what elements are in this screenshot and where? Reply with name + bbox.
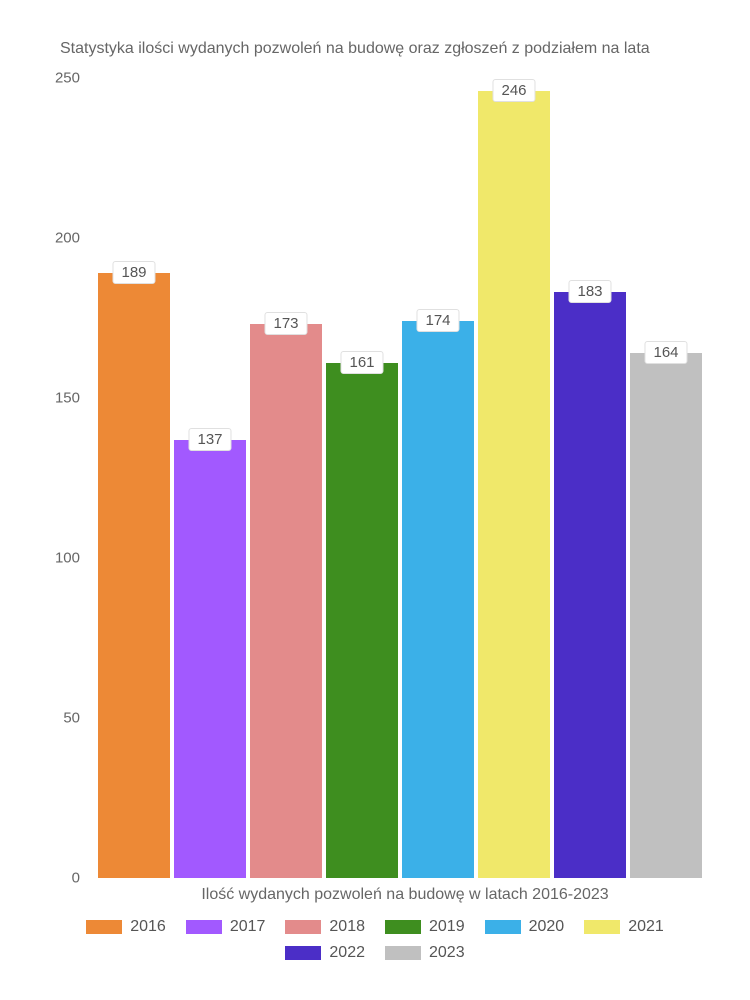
bar-slot: 183: [554, 78, 626, 878]
legend-item: 2017: [186, 918, 266, 936]
legend-item: 2018: [285, 918, 365, 936]
legend-label: 2019: [429, 918, 465, 936]
bars-container: 189137173161174246183164: [90, 78, 710, 878]
bar: 161: [326, 363, 398, 878]
legend-label: 2018: [329, 918, 365, 936]
bar-value-label: 161: [340, 351, 383, 374]
legend-swatch: [285, 920, 321, 934]
bar-slot: 161: [326, 78, 398, 878]
legend-item: 2021: [584, 918, 664, 936]
bar-slot: 189: [98, 78, 170, 878]
y-tick: 0: [40, 870, 80, 887]
legend-item: 2020: [485, 918, 565, 936]
legend-swatch: [584, 920, 620, 934]
bar: 164: [630, 353, 702, 878]
bar: 189: [98, 273, 170, 878]
bar: 246: [478, 91, 550, 878]
legend-swatch: [86, 920, 122, 934]
bar-value-label: 137: [188, 428, 231, 451]
legend-item: 2016: [86, 918, 166, 936]
legend-label: 2017: [230, 918, 266, 936]
legend-swatch: [485, 920, 521, 934]
legend-item: 2019: [385, 918, 465, 936]
bar-slot: 246: [478, 78, 550, 878]
legend-label: 2022: [329, 944, 365, 962]
legend-item: 2022: [285, 944, 365, 962]
legend-swatch: [385, 946, 421, 960]
chart-title: Statystyka ilości wydanych pozwoleń na b…: [60, 40, 730, 58]
bar-value-label: 189: [112, 261, 155, 284]
legend-item: 2023: [385, 944, 465, 962]
legend-label: 2016: [130, 918, 166, 936]
chart-plot-area: 050100150200250 189137173161174246183164: [90, 78, 710, 878]
y-tick: 50: [40, 710, 80, 727]
legend: 2016 2017 2018 2019 2020 2021 2022 2023: [20, 918, 730, 962]
bar-slot: 173: [250, 78, 322, 878]
y-tick: 200: [40, 230, 80, 247]
x-axis-label: Ilość wydanych pozwoleń na budowę w lata…: [80, 886, 730, 904]
bar-slot: 164: [630, 78, 702, 878]
bar: 173: [250, 324, 322, 878]
y-tick: 150: [40, 390, 80, 407]
bar-slot: 137: [174, 78, 246, 878]
legend-label: 2021: [628, 918, 664, 936]
bar: 137: [174, 440, 246, 878]
y-axis: 050100150200250: [40, 78, 80, 878]
bar-value-label: 173: [264, 312, 307, 335]
bar: 183: [554, 292, 626, 878]
y-tick: 250: [40, 70, 80, 87]
legend-label: 2023: [429, 944, 465, 962]
legend-swatch: [385, 920, 421, 934]
legend-swatch: [285, 946, 321, 960]
bar-value-label: 246: [492, 79, 535, 102]
bar-value-label: 174: [416, 309, 459, 332]
y-tick: 100: [40, 550, 80, 567]
bar-value-label: 183: [568, 280, 611, 303]
legend-swatch: [186, 920, 222, 934]
legend-label: 2020: [529, 918, 565, 936]
bar: 174: [402, 321, 474, 878]
bar-value-label: 164: [644, 341, 687, 364]
bar-slot: 174: [402, 78, 474, 878]
